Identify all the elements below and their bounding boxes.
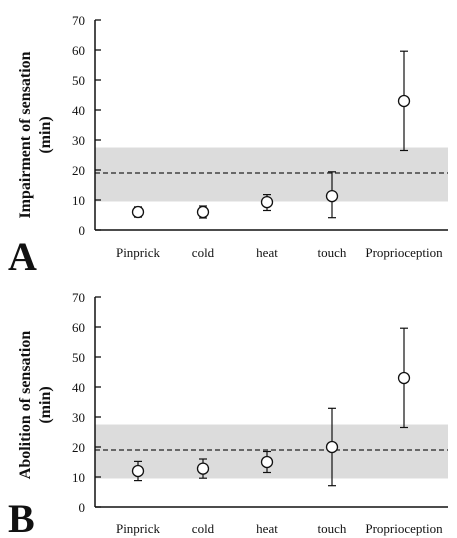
category-label: Proprioception [365, 521, 443, 536]
category-label: heat [256, 245, 278, 260]
category-label: cold [192, 245, 215, 260]
point-marker [260, 455, 274, 469]
y-tick-label: 40 [72, 103, 85, 118]
data-points [131, 327, 411, 487]
data-point [131, 205, 145, 219]
data-point [260, 194, 274, 212]
y-tick-label: 30 [72, 410, 85, 425]
y-tick-label: 0 [79, 223, 86, 238]
data-point [260, 450, 274, 474]
category-label: Pinprick [116, 245, 161, 260]
panel-label-a: A [8, 234, 37, 279]
y-tick-label: 70 [72, 290, 85, 305]
point-marker [397, 371, 411, 385]
data-point [325, 171, 339, 219]
point-marker [131, 205, 145, 219]
category-label: heat [256, 521, 278, 536]
data-points [131, 50, 411, 219]
y-tick-label: 20 [72, 440, 85, 455]
point-marker [196, 462, 210, 475]
panel-label-b: B [8, 496, 35, 538]
data-point [397, 50, 411, 152]
y-tick-label: 70 [72, 13, 85, 28]
reference-band [95, 424, 448, 479]
y-tick-label: 0 [79, 500, 86, 515]
reference-band [95, 147, 448, 202]
data-point [196, 205, 210, 219]
y-tick-label: 20 [72, 163, 85, 178]
y-axis-label-line1: Abolition of sensation [17, 331, 34, 480]
category-labels: Pinprick cold heat touch Proprioception [116, 245, 443, 260]
y-ticks: 0 10 20 30 40 50 60 70 [72, 290, 101, 515]
data-point [325, 407, 339, 487]
category-label: touch [318, 521, 347, 536]
category-label: cold [192, 521, 215, 536]
point-marker [131, 464, 145, 478]
point-marker [260, 195, 274, 209]
y-tick-label: 10 [72, 470, 85, 485]
y-tick-label: 60 [72, 43, 85, 58]
point-marker [325, 189, 339, 203]
y-axis-label-line1: Impairment of sensation [17, 51, 34, 218]
y-ticks: 0 10 20 30 40 50 60 70 [72, 13, 101, 238]
y-tick-label: 10 [72, 193, 85, 208]
y-axis-label-line2: (min) [37, 386, 54, 423]
category-labels: Pinprick cold heat touch Proprioception [116, 521, 443, 536]
point-marker [397, 94, 411, 108]
point-marker [196, 205, 210, 219]
category-label: Proprioception [365, 245, 443, 260]
y-tick-label: 30 [72, 133, 85, 148]
data-point [131, 460, 145, 482]
y-tick-label: 50 [72, 73, 85, 88]
data-point [196, 458, 210, 479]
y-axis-label-line2: (min) [37, 116, 54, 153]
y-tick-label: 60 [72, 320, 85, 335]
y-tick-label: 50 [72, 350, 85, 365]
category-label: Pinprick [116, 521, 161, 536]
category-label: touch [318, 245, 347, 260]
y-tick-label: 40 [72, 380, 85, 395]
chart-panel-b: 0 10 20 30 40 50 60 70 Pinprick cold heat touch Pro… [8, 290, 448, 538]
chart-panel-a: 0 10 20 30 40 50 60 70 Pinprick cold heat touch Pro… [8, 13, 448, 279]
point-marker [325, 440, 339, 454]
data-point [397, 327, 411, 429]
